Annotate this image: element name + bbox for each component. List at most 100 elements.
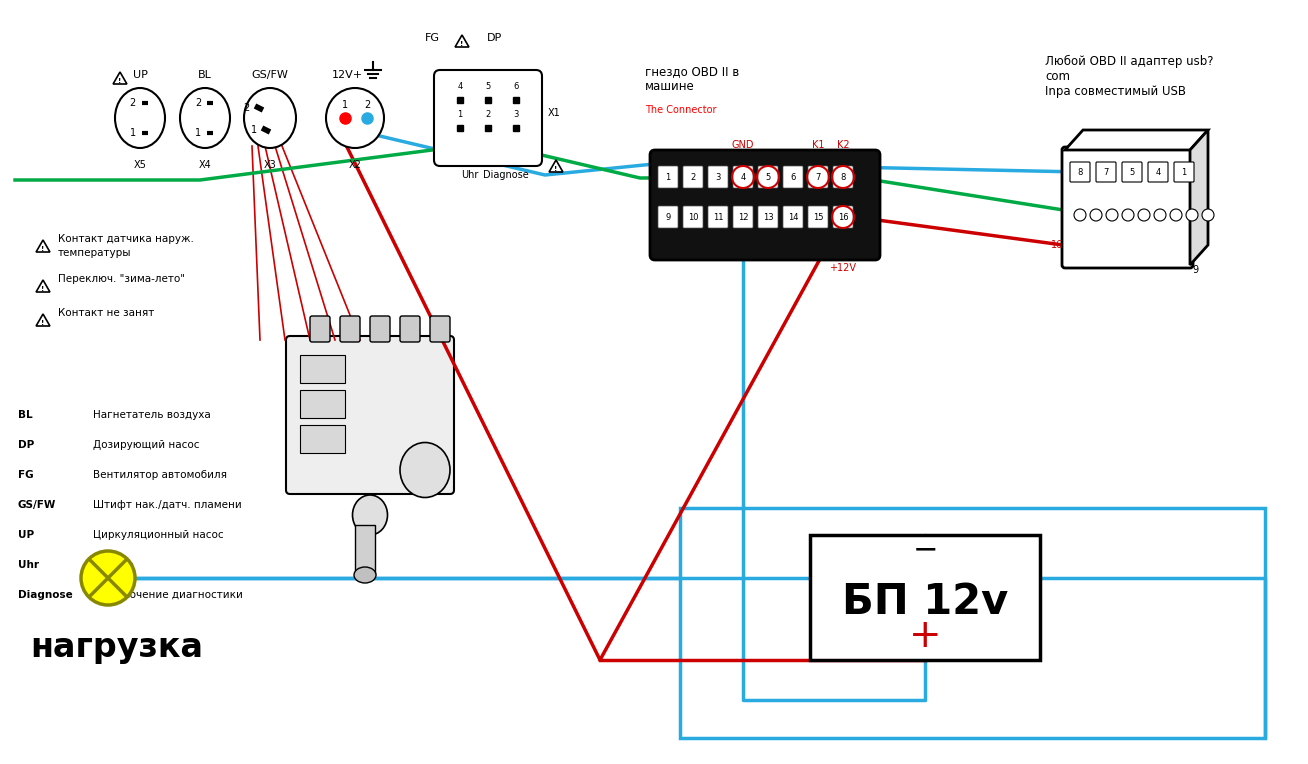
Bar <box>300 425 345 453</box>
Text: X2: X2 <box>348 160 361 170</box>
Bar <box>300 390 345 418</box>
Text: Uhr: Uhr <box>462 170 479 180</box>
Text: температуры: температуры <box>58 248 132 258</box>
Text: 14: 14 <box>787 212 798 222</box>
FancyBboxPatch shape <box>833 166 853 188</box>
Text: +: + <box>909 617 942 655</box>
Text: Вентилятор автомобиля: Вентилятор автомобиля <box>93 470 228 480</box>
Text: Дозирующий насос: Дозирующий насос <box>93 440 200 450</box>
FancyBboxPatch shape <box>783 206 803 228</box>
Text: GS/FW: GS/FW <box>18 500 56 510</box>
Text: 5: 5 <box>765 173 770 182</box>
FancyBboxPatch shape <box>1070 162 1090 182</box>
FancyBboxPatch shape <box>708 206 729 228</box>
FancyBboxPatch shape <box>310 316 330 342</box>
Text: !: ! <box>460 40 463 47</box>
Text: X3: X3 <box>264 160 276 170</box>
Text: 4: 4 <box>458 82 463 91</box>
Text: UP: UP <box>132 70 148 80</box>
Text: BL: BL <box>18 410 33 420</box>
Text: 1: 1 <box>1181 167 1186 176</box>
Text: 4: 4 <box>740 173 746 182</box>
FancyBboxPatch shape <box>658 206 678 228</box>
Text: 7: 7 <box>815 173 820 182</box>
FancyBboxPatch shape <box>759 206 778 228</box>
Text: K1: K1 <box>812 140 824 150</box>
Polygon shape <box>1190 130 1209 265</box>
Text: Контакт датчика наруж.: Контакт датчика наруж. <box>58 234 194 244</box>
Text: Нагнетатель воздуха: Нагнетатель воздуха <box>93 410 211 420</box>
Text: 16: 16 <box>837 212 849 222</box>
Ellipse shape <box>245 88 296 148</box>
Circle shape <box>1202 209 1214 221</box>
Circle shape <box>1169 209 1182 221</box>
Text: 3: 3 <box>715 173 721 182</box>
Text: 9: 9 <box>1192 265 1198 275</box>
Text: GND: GND <box>731 140 755 150</box>
Polygon shape <box>1065 130 1209 150</box>
Text: 3: 3 <box>513 110 519 119</box>
Text: 16: 16 <box>1050 240 1063 250</box>
Text: 6: 6 <box>790 173 795 182</box>
Ellipse shape <box>181 88 230 148</box>
Circle shape <box>1107 209 1118 221</box>
FancyBboxPatch shape <box>340 316 360 342</box>
Ellipse shape <box>326 88 385 148</box>
Text: 5: 5 <box>1129 167 1134 176</box>
Text: 6: 6 <box>513 82 519 91</box>
Text: 1: 1 <box>666 173 671 182</box>
FancyBboxPatch shape <box>1062 147 1193 268</box>
Text: Diagnose: Diagnose <box>483 170 528 180</box>
Ellipse shape <box>115 88 165 148</box>
Text: DP: DP <box>18 440 34 450</box>
Circle shape <box>1090 209 1103 221</box>
Text: 1: 1 <box>458 110 463 119</box>
FancyBboxPatch shape <box>1096 162 1116 182</box>
Text: Uhr: Uhr <box>18 560 39 570</box>
Text: Diagnose: Diagnose <box>18 590 73 600</box>
Text: БП 12v: БП 12v <box>842 581 1008 623</box>
Text: Подключение диагностики: Подключение диагностики <box>93 590 243 600</box>
Text: 1: 1 <box>195 128 201 138</box>
FancyBboxPatch shape <box>759 166 778 188</box>
Text: UP: UP <box>18 530 34 540</box>
Text: 1: 1 <box>341 100 348 110</box>
Text: +12V: +12V <box>829 263 857 273</box>
Bar <box>354 525 375 575</box>
Text: Циркуляционный насос: Циркуляционный насос <box>93 530 224 540</box>
Text: 8: 8 <box>840 173 846 182</box>
Text: X4: X4 <box>199 160 212 170</box>
FancyBboxPatch shape <box>1175 162 1194 182</box>
Text: Любой OBD II адаптер usb?
com
Inpa совместимый USB: Любой OBD II адаптер usb? com Inpa совме… <box>1045 55 1214 98</box>
Text: FG: FG <box>425 33 439 43</box>
Text: гнездо OBD II в
машине: гнездо OBD II в машине <box>645 65 739 93</box>
Bar <box>680 508 1265 738</box>
Text: 1: 1 <box>251 125 256 135</box>
Bar <box>300 355 345 383</box>
Text: X1: X1 <box>548 108 561 118</box>
FancyBboxPatch shape <box>370 316 390 342</box>
FancyBboxPatch shape <box>430 316 450 342</box>
Text: Переключ. "зима-лето": Переключ. "зима-лето" <box>58 274 184 284</box>
Text: Контакт не занят: Контакт не занят <box>58 308 154 318</box>
FancyBboxPatch shape <box>683 206 702 228</box>
Text: 2: 2 <box>364 100 370 110</box>
Text: !: ! <box>119 78 122 84</box>
Text: Штифт нак./датч. пламени: Штифт нак./датч. пламени <box>93 500 242 510</box>
FancyBboxPatch shape <box>1148 162 1168 182</box>
Text: The Connector: The Connector <box>645 105 717 115</box>
FancyBboxPatch shape <box>434 70 542 166</box>
FancyBboxPatch shape <box>650 150 880 260</box>
Ellipse shape <box>352 495 387 535</box>
FancyBboxPatch shape <box>658 166 678 188</box>
FancyBboxPatch shape <box>400 316 420 342</box>
Text: 4: 4 <box>1155 167 1160 176</box>
Circle shape <box>1122 209 1134 221</box>
Text: !: ! <box>42 246 44 252</box>
Text: X5: X5 <box>133 160 146 170</box>
Text: 12: 12 <box>738 212 748 222</box>
Text: GS/FW: GS/FW <box>251 70 289 80</box>
FancyBboxPatch shape <box>732 206 753 228</box>
Text: нагрузка: нагрузка <box>30 632 203 665</box>
Text: !: ! <box>42 286 44 292</box>
